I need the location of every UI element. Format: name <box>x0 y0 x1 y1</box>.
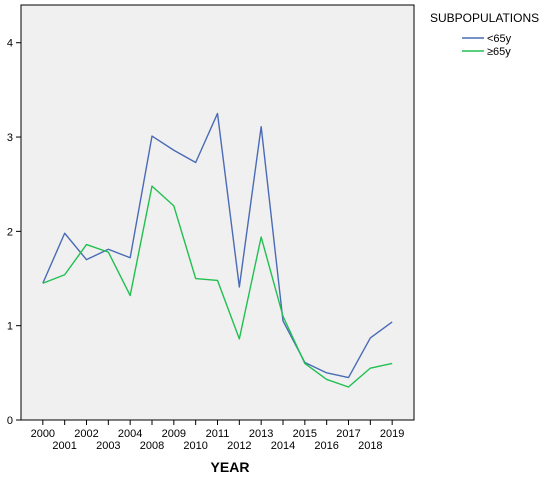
x-tick-label: 2008 <box>140 440 164 452</box>
x-tick-label: 2009 <box>162 428 186 440</box>
x-tick-label: 2012 <box>227 440 251 452</box>
legend: SUBPOPULATIONS <65y≥65y <box>430 11 539 58</box>
series-lines <box>42 112 393 388</box>
x-tick-label: 2000 <box>31 428 55 440</box>
y-tick-label: 4 <box>7 38 13 50</box>
x-tick-label: 2014 <box>271 440 295 452</box>
series-line-under-65 <box>42 112 393 379</box>
y-tick-label: 1 <box>7 321 13 333</box>
x-tick-label: 2017 <box>336 428 360 440</box>
x-tick-label: 2013 <box>249 428 273 440</box>
x-tick-label: 2002 <box>74 428 98 440</box>
y-tick-label: 2 <box>7 226 13 238</box>
x-tick-label: 2015 <box>293 428 317 440</box>
legend-label: <65y <box>487 33 512 45</box>
legend-label: ≥65y <box>487 46 511 58</box>
plot-area <box>20 4 415 421</box>
legend-items: <65y≥65y <box>462 33 512 58</box>
series-line-over-65 <box>42 185 393 388</box>
x-tick-label: 2018 <box>358 440 382 452</box>
x-axis: 2000200120022003200420082009201020112012… <box>31 420 404 452</box>
x-tick-label: 2003 <box>96 440 120 452</box>
x-axis-title: YEAR <box>211 459 250 475</box>
x-tick-label: 2010 <box>183 440 207 452</box>
x-tick-label: 2011 <box>206 428 230 440</box>
y-tick-label: 0 <box>7 415 13 427</box>
y-axis: 0 1 2 3 4 <box>7 38 21 427</box>
x-tick-label: 2019 <box>380 428 404 440</box>
y-tick-label: 3 <box>7 132 13 144</box>
x-tick-label: 2004 <box>118 428 142 440</box>
legend-title: SUBPOPULATIONS <box>430 11 539 25</box>
x-tick-label: 2016 <box>314 440 338 452</box>
x-tick-label: 2001 <box>52 440 76 452</box>
